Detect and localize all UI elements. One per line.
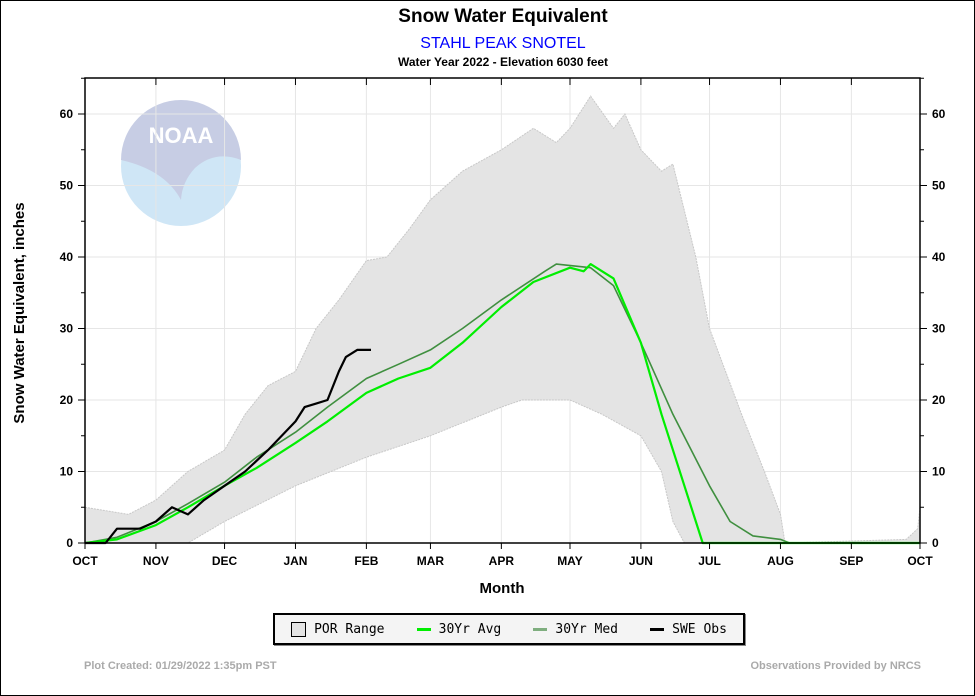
obs-swatch <box>650 627 665 631</box>
plot-created: Plot Created: 01/29/2022 1:35pm PST <box>84 660 277 672</box>
por-swatch <box>291 621 307 637</box>
x-tick-label: JUL <box>698 554 721 568</box>
y-tick-label-right: 30 <box>932 322 946 336</box>
legend-label: SWE Obs <box>672 621 727 637</box>
x-tick-label: AUG <box>767 554 794 568</box>
por-range-area <box>84 95 921 544</box>
x-tick-label: DEC <box>212 554 238 568</box>
attribution: Observations Provided by NRCS <box>750 660 921 672</box>
y-tick-label: 10 <box>60 465 74 479</box>
x-tick-label: OCT <box>907 554 933 568</box>
y-tick-label-right: 0 <box>932 536 939 550</box>
plot-frame <box>84 77 921 544</box>
x-tick-label: MAY <box>557 554 583 568</box>
x-tick-label: MAR <box>417 554 445 568</box>
y-tick-label: 30 <box>60 322 74 336</box>
y-tick-label-right: 50 <box>932 179 946 193</box>
chart-title: Snow Water Equivalent <box>398 6 608 27</box>
legend-label: 30Yr Avg <box>438 621 502 637</box>
x-tick-label: SEP <box>839 554 863 568</box>
series-line-30yr-avg <box>84 263 920 545</box>
legend-label: POR Range <box>314 621 385 637</box>
y-tick-label: 60 <box>60 107 74 121</box>
svg-text:NOAA: NOAA <box>149 123 214 148</box>
chart-subtitle: STAHL PEAK SNOTEL <box>420 35 585 52</box>
y-tick-label: 0 <box>66 536 73 550</box>
series-line-swe-obs <box>85 348 371 545</box>
legend-item-med: 30Yr Med <box>533 622 618 637</box>
y-tick-label-right: 40 <box>932 250 946 264</box>
y-tick-label-right: 60 <box>932 107 946 121</box>
y-tick-label: 40 <box>60 250 74 264</box>
x-tick-label: JUN <box>629 554 653 568</box>
y-tick-label-right: 20 <box>932 393 946 407</box>
legend-item-obs: SWE Obs <box>650 622 727 637</box>
y-axis-label: Snow Water Equivalent, inches <box>11 202 28 423</box>
y-tick-label: 20 <box>60 393 74 407</box>
legend-label: 30Yr Med <box>555 621 619 637</box>
avg-swatch <box>416 627 431 631</box>
y-tick-label: 50 <box>60 179 74 193</box>
legend-item-por: POR Range <box>291 621 385 637</box>
x-tick-label: FEB <box>354 554 378 568</box>
x-tick-label: JAN <box>283 554 307 568</box>
x-axis-label: Month <box>480 580 525 597</box>
noaa-logo: NOAA <box>121 100 241 226</box>
chart-subtitle2: Water Year 2022 - Elevation 6030 feet <box>398 55 608 69</box>
x-tick-label: OCT <box>72 554 98 568</box>
legend: POR Range 30Yr Avg 30Yr Med SWE Obs <box>273 613 745 645</box>
med-swatch <box>533 627 548 631</box>
legend-item-avg: 30Yr Avg <box>416 621 502 637</box>
series-line-30yr-med <box>84 263 920 544</box>
y-tick-label-right: 10 <box>932 465 946 479</box>
x-tick-label: APR <box>489 554 515 568</box>
x-tick-label: NOV <box>143 554 169 568</box>
